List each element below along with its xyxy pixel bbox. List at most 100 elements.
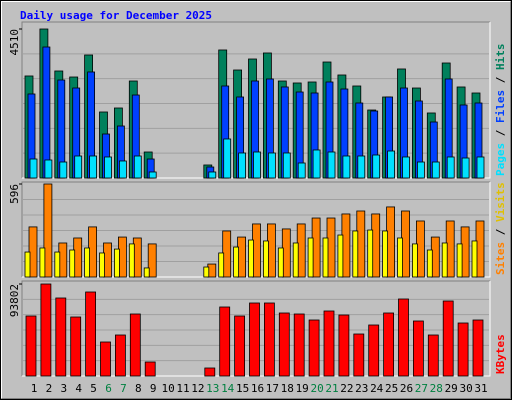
legend: KBytes <box>494 334 507 374</box>
x-tick-label: 20 <box>310 382 323 395</box>
bar <box>472 319 484 377</box>
bar <box>100 341 111 377</box>
bar <box>342 155 351 179</box>
bar <box>69 249 76 278</box>
bar <box>308 319 320 377</box>
bar <box>338 314 350 377</box>
bar <box>416 161 425 179</box>
bar <box>25 315 37 377</box>
bar <box>218 252 225 278</box>
x-tick-label: 2 <box>46 382 53 395</box>
bar <box>249 302 260 377</box>
bar <box>353 333 365 377</box>
bar <box>457 322 469 377</box>
legend-entry: Visits <box>494 182 507 222</box>
bar <box>368 324 380 377</box>
bar <box>42 46 51 179</box>
x-tick-label: 29 <box>445 382 458 395</box>
x-tick-label: 31 <box>474 382 487 395</box>
bar <box>39 247 46 278</box>
x-tick-label: 14 <box>221 382 235 395</box>
x-tick-label: 9 <box>150 382 157 395</box>
bar <box>476 156 485 179</box>
bar <box>234 315 246 377</box>
bar <box>233 246 240 278</box>
bar <box>307 237 314 278</box>
x-tick-label: 11 <box>176 382 189 395</box>
legend: Pages / Files / Hits <box>494 44 507 177</box>
bar <box>431 161 440 179</box>
bar <box>40 283 52 377</box>
legend-entry: Files <box>494 90 507 123</box>
legend-separator: / <box>494 70 507 90</box>
legend-separator: / <box>494 222 507 242</box>
y-tick-label: 4510 <box>8 29 21 56</box>
bar <box>387 150 396 179</box>
bar <box>327 151 336 179</box>
x-tick-label: 27 <box>415 382 428 395</box>
bar <box>238 152 247 179</box>
panel-bevel <box>21 280 490 376</box>
x-tick-label: 28 <box>430 382 443 395</box>
bar <box>442 300 454 377</box>
bar <box>59 161 68 179</box>
bar <box>84 247 90 278</box>
bar <box>99 252 105 278</box>
bar <box>267 152 276 179</box>
x-tick-label: 15 <box>236 382 249 395</box>
bar <box>144 361 156 377</box>
bar <box>263 302 275 377</box>
x-tick-label: 5 <box>90 382 97 395</box>
bar <box>402 156 410 179</box>
x-tick-label: 1 <box>31 382 38 395</box>
bar <box>253 151 261 179</box>
bar <box>24 251 31 278</box>
x-tick-label: 8 <box>135 382 142 395</box>
bar <box>367 229 374 278</box>
legend-entry: Sites <box>494 242 507 275</box>
x-tick-label: 24 <box>370 382 384 395</box>
legend-entry: Hits <box>494 44 507 71</box>
bar <box>471 240 478 278</box>
x-tick-label: 19 <box>296 382 309 395</box>
bar <box>55 297 67 377</box>
x-tick-label: 7 <box>120 382 127 395</box>
bar <box>383 312 395 377</box>
bar <box>323 310 335 377</box>
bar <box>44 159 53 179</box>
bar <box>426 249 433 278</box>
panel-bevel <box>21 181 490 277</box>
bar <box>412 320 424 377</box>
bar <box>461 157 470 179</box>
bar <box>115 334 126 377</box>
bar <box>54 251 61 278</box>
bar <box>148 171 157 179</box>
x-tick-label: 23 <box>355 382 368 395</box>
x-tick-label: 26 <box>400 382 413 395</box>
x-tick-label: 30 <box>459 382 472 395</box>
bar <box>128 243 135 278</box>
bar <box>292 242 299 278</box>
bar <box>312 149 321 179</box>
bar <box>322 237 329 278</box>
panel-bevel <box>22 22 491 179</box>
bar <box>337 234 344 278</box>
bar <box>441 242 448 278</box>
bar <box>208 171 217 179</box>
bar <box>129 313 141 377</box>
legend-entry: Pages <box>494 143 507 176</box>
y-tick-label: 93802 <box>8 284 21 317</box>
legend-entry: KBytes <box>494 334 507 374</box>
bar <box>203 266 210 278</box>
x-tick-label: 10 <box>161 382 174 395</box>
bar <box>119 160 127 179</box>
bar <box>278 312 290 377</box>
bar <box>357 155 366 179</box>
bar <box>352 230 359 278</box>
x-tick-label: 21 <box>325 382 338 395</box>
bar <box>114 248 120 278</box>
legend-separator: / <box>494 123 507 143</box>
